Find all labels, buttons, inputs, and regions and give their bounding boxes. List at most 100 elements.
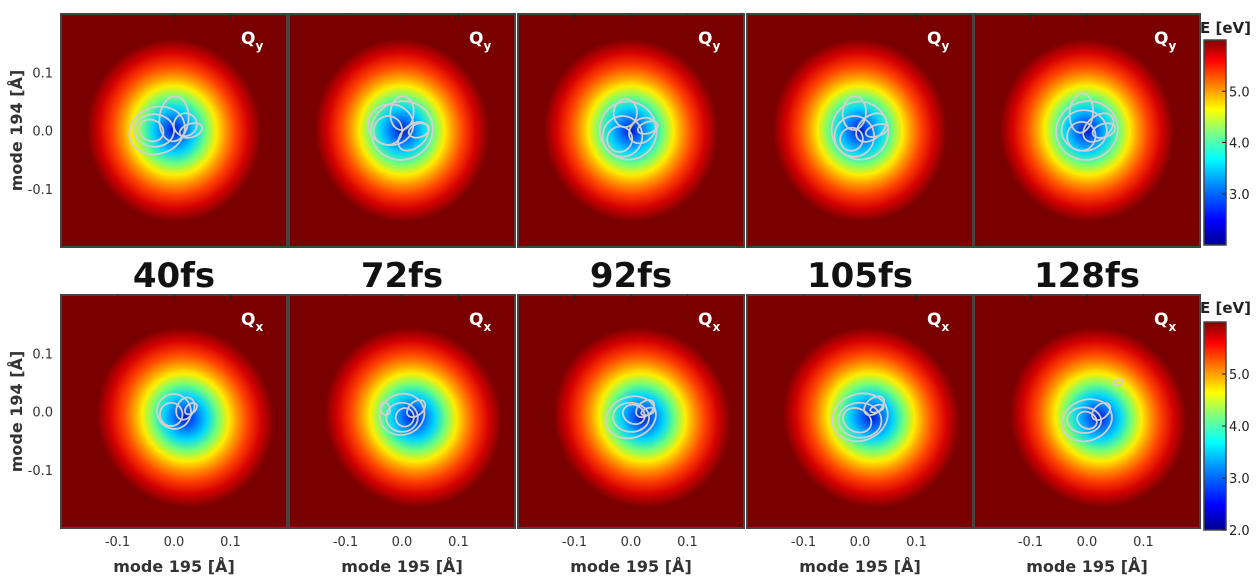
x-tick-label: -0.1 xyxy=(562,535,587,550)
y-tick-label: 0.1 xyxy=(32,66,53,81)
state-label-subscript: y xyxy=(483,39,491,53)
x-axis-label: mode 195 [Å] xyxy=(799,557,921,576)
panel-r1-c2: Qy xyxy=(288,13,516,248)
wavepacket-contour xyxy=(864,123,890,138)
panel-r2-c3: Qx xyxy=(517,294,745,529)
wavepacket-contour xyxy=(1091,402,1112,421)
wavepacket-contour xyxy=(389,95,415,131)
energy-surface xyxy=(524,18,738,243)
state-label-subscript: x xyxy=(941,320,949,334)
panel-r1-c5: Qy xyxy=(973,13,1201,248)
x-tick-label: -0.1 xyxy=(105,535,130,550)
wavepacket-contour xyxy=(128,105,186,156)
wavepacket-contour xyxy=(1112,378,1124,387)
wavepacket-contour xyxy=(156,393,192,430)
x-tick-label: -0.1 xyxy=(333,535,358,550)
colorbar: E [eV] 5.0 4.0 3.0 xyxy=(1200,19,1251,246)
state-label-subscript: x xyxy=(712,320,720,334)
energy-surface xyxy=(763,307,972,527)
colorbar-tick-label: 5.0 xyxy=(1229,85,1250,100)
wavepacket-contour xyxy=(1091,122,1117,139)
state-label-subscript: y xyxy=(712,39,720,53)
colorbar-tick-label: 5.0 xyxy=(1229,368,1250,383)
state-label-subscript: y xyxy=(255,39,263,53)
state-label-subscript: y xyxy=(941,39,949,53)
panel-r2-c5: Qx xyxy=(973,294,1201,529)
wavepacket-contour xyxy=(842,407,873,434)
wavepacket-contour xyxy=(837,401,883,439)
state-label-subscript: x xyxy=(255,320,263,334)
colorbar-tick-label: 4.0 xyxy=(1229,137,1250,152)
wavepacket-contour xyxy=(612,401,650,433)
x-tick-label: 0.1 xyxy=(906,535,927,550)
wavepacket-contour xyxy=(407,122,431,139)
wavepacket-contour xyxy=(183,401,198,416)
time-label: 92fs xyxy=(590,256,672,296)
wavepacket-contour xyxy=(385,401,419,433)
time-label: 72fs xyxy=(361,256,443,296)
wavepacket-contour xyxy=(1066,406,1103,434)
wavepacket-contour xyxy=(172,112,198,138)
y-axis-label: mode 194 [Å] xyxy=(7,351,26,473)
x-tick-label: 0.0 xyxy=(1077,535,1098,550)
colorbar-title: E [eV] xyxy=(1200,299,1251,317)
wavepacket-contour xyxy=(831,392,889,443)
x-axis-label: mode 195 [Å] xyxy=(341,557,463,576)
time-label: 40fs xyxy=(133,256,215,296)
colorbar-tick-label: 2.0 xyxy=(1229,524,1250,539)
wavepacket-contour xyxy=(1068,92,1094,134)
wavepacket-contour xyxy=(406,399,427,419)
x-tick-label: 0.0 xyxy=(850,535,871,550)
x-tick-label: 0.0 xyxy=(392,535,413,550)
state-label-subscript: y xyxy=(1168,39,1176,53)
x-axis-label: mode 195 [Å] xyxy=(1026,557,1148,576)
x-axis-label: mode 195 [Å] xyxy=(570,557,692,576)
wavepacket-contour xyxy=(1055,100,1119,161)
x-tick-label: 0.1 xyxy=(448,535,469,550)
colorbar-tick-label: 3.0 xyxy=(1229,188,1250,203)
y-tick-label: 0.1 xyxy=(32,347,53,362)
colorbar-tick-label: 3.0 xyxy=(1229,472,1250,487)
colorbar-tick-label: 4.0 xyxy=(1229,420,1250,435)
y-tick-label: 0.0 xyxy=(32,125,53,140)
state-label-subscript: x xyxy=(1168,320,1176,334)
wavepacket-contour xyxy=(612,98,638,129)
y-axis-label: mode 194 [Å] xyxy=(7,70,26,192)
state-label-subscript: x xyxy=(483,320,491,334)
panel-r2-c4: Qx xyxy=(746,294,974,529)
x-tick-label: -0.1 xyxy=(791,535,816,550)
wavepacket-contour xyxy=(841,95,867,131)
wavepacket-contour xyxy=(1061,398,1113,443)
y-tick-label: 0.0 xyxy=(32,406,53,421)
wavepacket-contour xyxy=(379,401,391,417)
colorbar-title: E [eV] xyxy=(1200,19,1251,37)
wavepacket-contour xyxy=(394,407,415,428)
wavepacket-contour xyxy=(158,401,184,427)
wavepacket-contour xyxy=(601,115,644,158)
wavepacket-contour xyxy=(640,406,656,417)
panel-r1-c3: Qy xyxy=(517,13,745,248)
wavepacket-contour xyxy=(378,392,426,436)
x-tick-label: 0.1 xyxy=(1133,535,1154,550)
x-tick-label: 0.0 xyxy=(621,535,642,550)
panel-r1-c4: Qy xyxy=(746,13,974,248)
energy-surface xyxy=(990,307,1199,527)
y-tick-label: -0.1 xyxy=(28,464,53,479)
wavepacket-contour xyxy=(158,95,190,143)
panel-r1-c1: Qy xyxy=(60,13,288,248)
wavepacket-contour xyxy=(372,115,403,146)
wavepacket-contour xyxy=(869,403,885,414)
wavepacket-contour xyxy=(636,120,659,135)
energy-surface xyxy=(77,307,286,527)
x-tick-label: 0.1 xyxy=(220,535,241,550)
wavepacket-contour xyxy=(1076,410,1098,430)
time-label: 105fs xyxy=(807,256,913,296)
time-label: 128fs xyxy=(1034,256,1140,296)
x-axis-label: mode 195 [Å] xyxy=(113,557,235,576)
x-tick-label: -0.1 xyxy=(1018,535,1043,550)
x-tick-label: 0.1 xyxy=(677,535,698,550)
panel-r2-c1: Qx xyxy=(60,294,288,529)
colorbar: E [eV] 5.0 4.0 3.0 2.0 xyxy=(1200,299,1251,539)
